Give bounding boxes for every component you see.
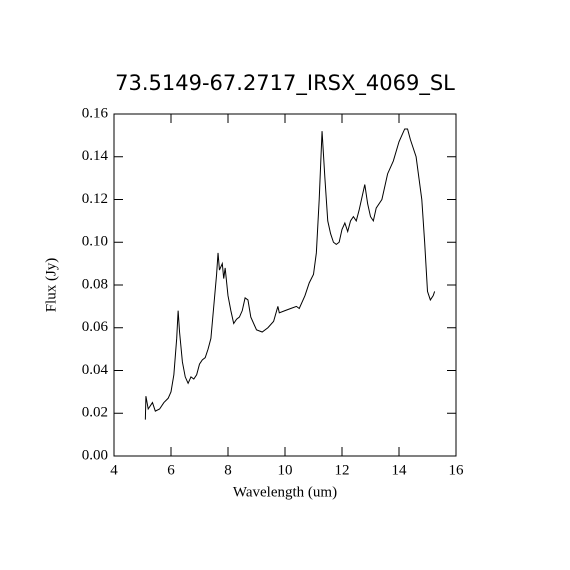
x-tick-label: 6: [167, 462, 175, 478]
y-tick-label: 0.14: [82, 148, 109, 164]
chart-title: 73.5149-67.2717_IRSX_4069_SL: [115, 71, 455, 96]
x-tick-label: 12: [335, 462, 350, 478]
y-tick-label: 0.04: [82, 362, 109, 378]
y-tick-label: 0.00: [82, 447, 108, 463]
y-tick-label: 0.08: [82, 276, 108, 292]
spectrum-line: [144, 128, 436, 420]
y-tick-label: 0.06: [82, 319, 109, 335]
y-tick-label: 0.10: [82, 234, 108, 250]
y-tick-label: 0.16: [82, 105, 109, 121]
x-tick-label: 16: [449, 462, 465, 478]
x-tick-label: 10: [278, 462, 293, 478]
x-tick-label: 14: [392, 462, 408, 478]
x-tick-label: 4: [110, 462, 118, 478]
x-tick-label: 8: [224, 462, 232, 478]
x-axis-label: Wavelength (um): [233, 484, 337, 500]
y-tick-label: 0.12: [82, 191, 108, 207]
y-axis-label: Flux (Jy): [43, 258, 59, 313]
y-tick-label: 0.02: [82, 405, 108, 421]
